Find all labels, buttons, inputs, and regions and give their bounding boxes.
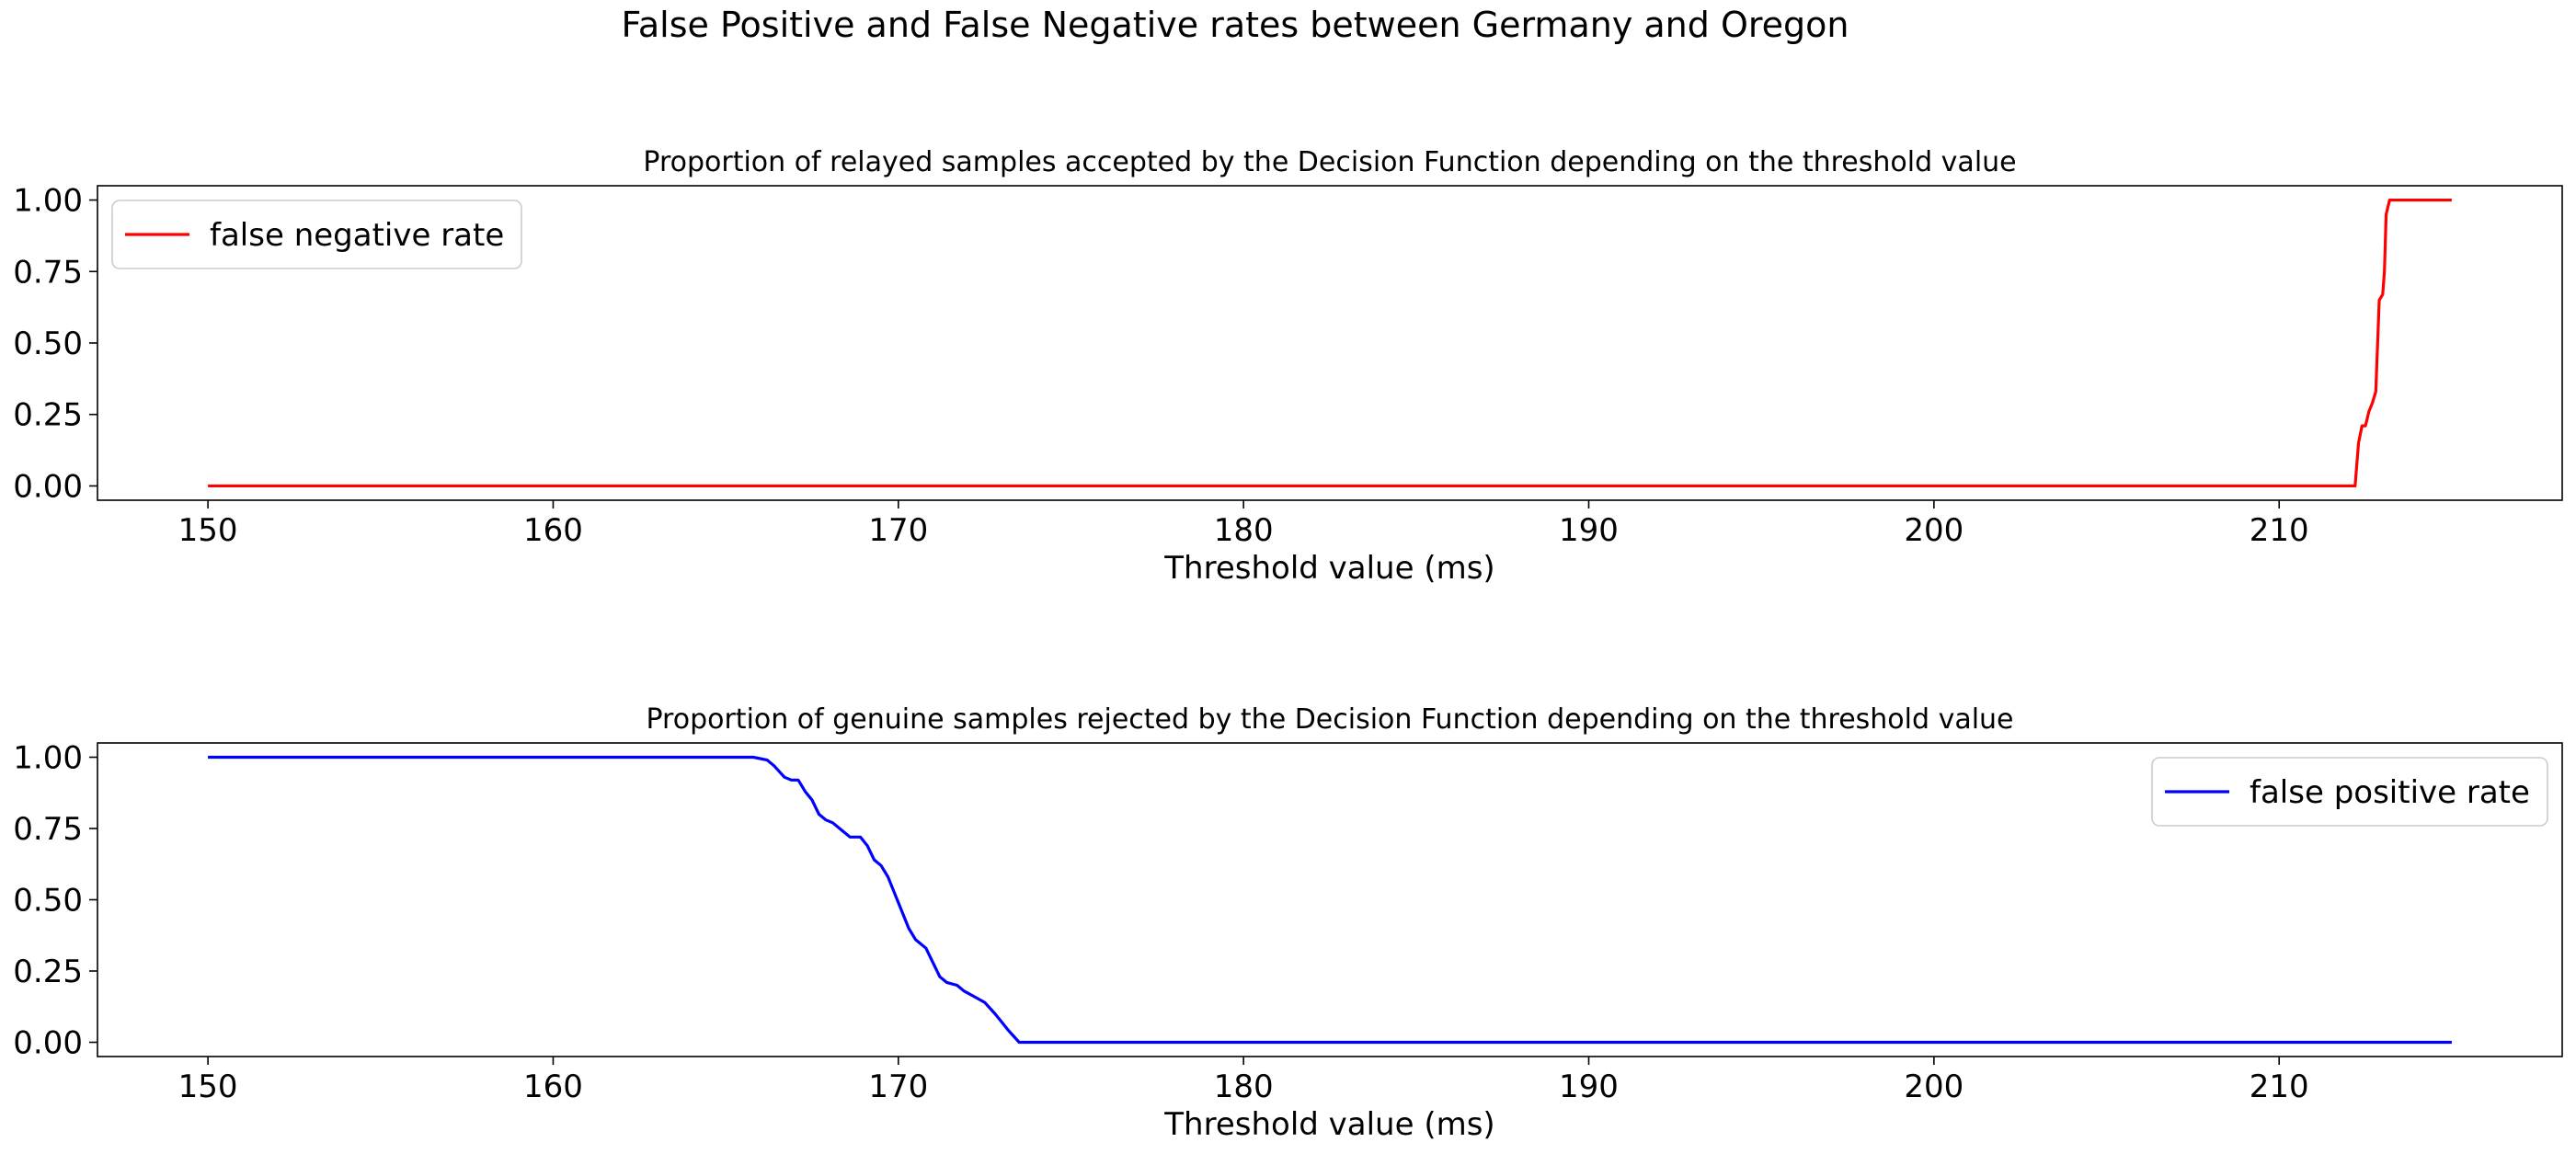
series-line-false-positive-rate (208, 755, 2452, 1045)
figure-suptitle: False Positive and False Negative rates … (622, 5, 1849, 45)
x-tick-label: 210 (2250, 512, 2309, 549)
legend-box (2151, 757, 2548, 827)
y-tick-label: 0.25 (13, 954, 83, 990)
x-tick-label: 200 (1904, 512, 1963, 549)
subplots: Proportion of relayed samples accepted b… (13, 146, 2563, 1143)
y-tick-label: 1.00 (13, 740, 83, 777)
x-tick-label: 180 (1214, 1068, 1274, 1105)
legend: false positive rate (2151, 757, 2548, 827)
legend: false negative rate (111, 200, 522, 269)
y-tick-label: 0.75 (13, 254, 83, 291)
legend-label: false positive rate (2250, 774, 2530, 811)
y-tick-label: 0.75 (13, 811, 83, 848)
x-tick-label: 190 (1559, 512, 1619, 549)
series-line-false-negative-rate (208, 198, 2452, 488)
x-tick-label: 180 (1214, 512, 1274, 549)
subplot-1: Proportion of relayed samples accepted b… (13, 146, 2563, 587)
y-tick-label: 1.00 (13, 183, 83, 220)
x-tick-label: 170 (868, 1068, 928, 1105)
x-tick-label: 160 (523, 512, 583, 549)
legend-label: false negative rate (210, 217, 504, 254)
x-tick-label: 150 (178, 1068, 238, 1105)
x-tick-label: 150 (178, 512, 238, 549)
x-tick-label: 200 (1904, 1068, 1963, 1105)
x-axis-label: Threshold value (ms) (1163, 550, 1494, 587)
y-tick-label: 0.50 (13, 883, 83, 920)
x-tick-label: 190 (1559, 1068, 1619, 1105)
y-tick-label: 0.00 (13, 1025, 83, 1062)
subplot-2: Proportion of genuine samples rejected b… (13, 703, 2563, 1143)
x-tick-label: 210 (2250, 1068, 2309, 1105)
y-tick-label: 0.25 (13, 397, 83, 434)
x-axis-label: Threshold value (ms) (1163, 1106, 1494, 1143)
y-tick-label: 0.50 (13, 326, 83, 362)
x-tick-label: 160 (523, 1068, 583, 1105)
subplot-title: Proportion of genuine samples rejected b… (646, 703, 2013, 736)
subplot-title: Proportion of relayed samples accepted b… (643, 146, 2016, 178)
y-tick-label: 0.00 (13, 468, 83, 505)
legend-box (111, 200, 522, 269)
x-tick-label: 170 (868, 512, 928, 549)
